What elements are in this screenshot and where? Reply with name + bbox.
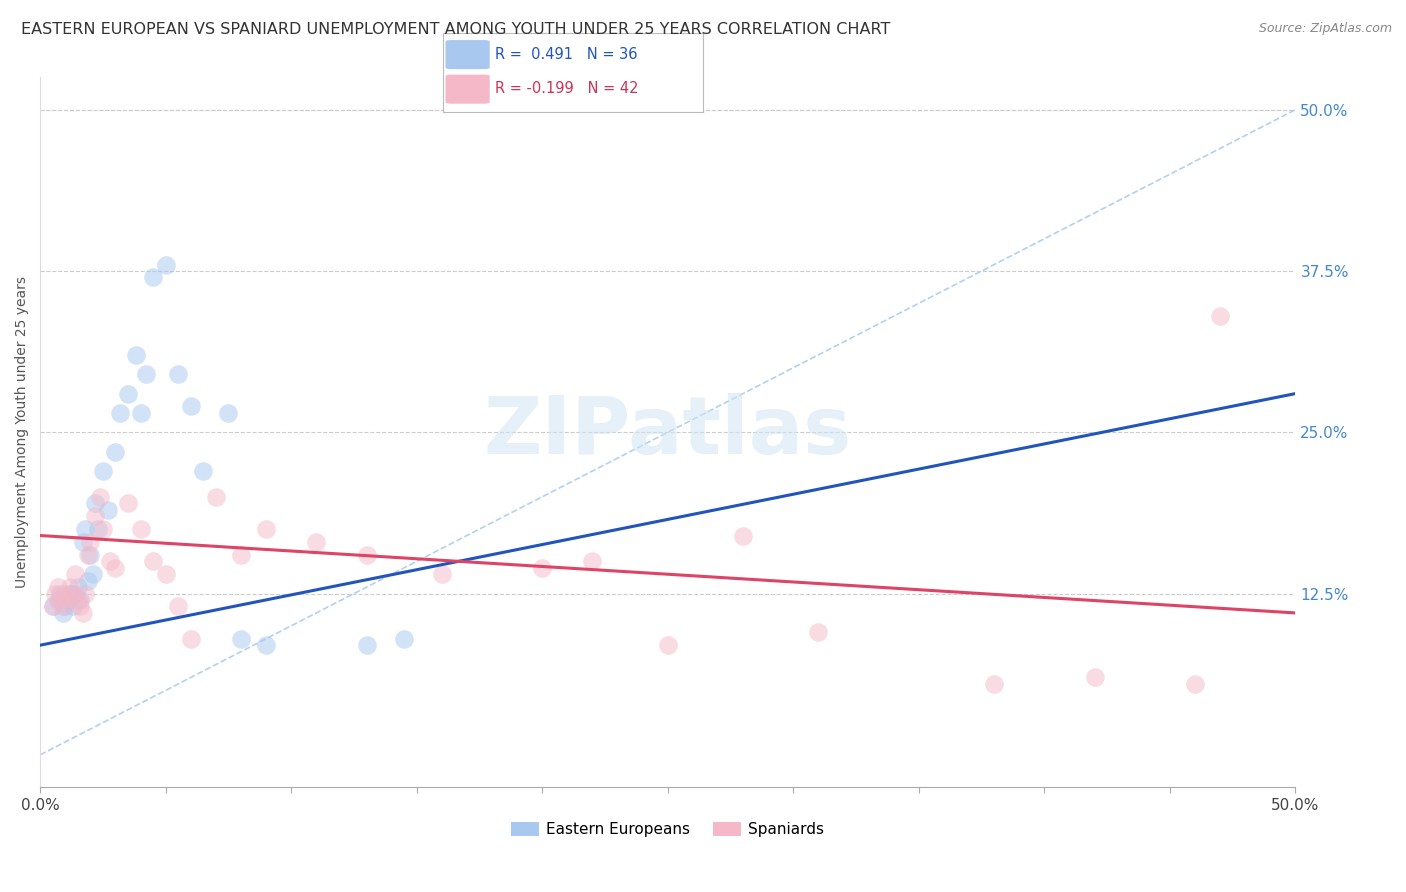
Point [52, 606, 75, 620]
Point [104, 444, 127, 458]
Point [72, 606, 94, 620]
Point [205, 490, 228, 504]
Point [129, 406, 152, 420]
Point [49, 586, 72, 600]
Point [100, 554, 122, 568]
Point [75, 522, 97, 536]
Point [46, 593, 69, 607]
Point [49, 593, 72, 607]
Point [1209, 309, 1232, 323]
Point [807, 625, 830, 640]
Point [46, 580, 69, 594]
Point [531, 561, 554, 575]
Point [356, 638, 378, 652]
Point [84, 496, 107, 510]
Point [430, 567, 453, 582]
Point [53, 586, 76, 600]
Y-axis label: Unemployment Among Youth under 25 years: Unemployment Among Youth under 25 years [15, 277, 30, 589]
Point [79, 548, 101, 562]
Point [62, 599, 84, 614]
Point [356, 548, 378, 562]
Point [1184, 677, 1206, 691]
Point [392, 632, 415, 646]
Point [229, 548, 252, 562]
Point [1084, 670, 1107, 684]
Point [254, 522, 277, 536]
Point [167, 368, 190, 382]
Point [167, 599, 190, 614]
Text: Source: ZipAtlas.com: Source: ZipAtlas.com [1258, 22, 1392, 36]
Text: EASTERN EUROPEAN VS SPANIARD UNEMPLOYMENT AMONG YOUTH UNDER 25 YEARS CORRELATION: EASTERN EUROPEAN VS SPANIARD UNEMPLOYMEN… [21, 22, 890, 37]
Point [66, 593, 89, 607]
Point [84, 509, 107, 524]
Point [65, 586, 87, 600]
Point [91, 464, 114, 478]
Point [581, 554, 603, 568]
Point [229, 632, 252, 646]
Point [66, 580, 89, 594]
Point [155, 567, 177, 582]
Point [135, 368, 157, 382]
Point [56, 593, 79, 607]
Point [180, 632, 202, 646]
Point [79, 535, 101, 549]
Point [41, 599, 63, 614]
Point [89, 490, 111, 504]
Point [82, 567, 104, 582]
Point [97, 502, 120, 516]
Point [193, 464, 215, 478]
Point [117, 386, 139, 401]
Point [59, 586, 82, 600]
Point [52, 599, 75, 614]
Point [59, 580, 82, 594]
Point [142, 270, 165, 285]
Point [217, 406, 239, 420]
Text: ZIPatlas: ZIPatlas [484, 393, 852, 471]
Point [129, 522, 152, 536]
Point [142, 554, 165, 568]
Point [87, 522, 110, 536]
Point [110, 406, 132, 420]
Point [733, 528, 755, 542]
FancyBboxPatch shape [446, 75, 489, 103]
Point [62, 586, 84, 600]
Point [53, 599, 76, 614]
Point [91, 522, 114, 536]
Point [44, 586, 66, 600]
Point [75, 586, 97, 600]
Point [76, 548, 98, 562]
Point [305, 535, 328, 549]
Point [180, 400, 202, 414]
Point [657, 638, 679, 652]
Point [69, 599, 91, 614]
Point [41, 599, 63, 614]
Point [65, 567, 87, 582]
Point [69, 593, 91, 607]
FancyBboxPatch shape [446, 40, 489, 69]
Text: R = -0.199   N = 42: R = -0.199 N = 42 [495, 81, 638, 95]
Point [117, 496, 139, 510]
Text: R =  0.491   N = 36: R = 0.491 N = 36 [495, 47, 637, 62]
Point [254, 638, 277, 652]
Legend: Eastern Europeans, Spaniards: Eastern Europeans, Spaniards [505, 816, 831, 843]
Point [155, 258, 177, 272]
Point [104, 561, 127, 575]
Point [76, 574, 98, 588]
Point [983, 677, 1005, 691]
Point [124, 348, 146, 362]
Point [56, 593, 79, 607]
Point [72, 535, 94, 549]
